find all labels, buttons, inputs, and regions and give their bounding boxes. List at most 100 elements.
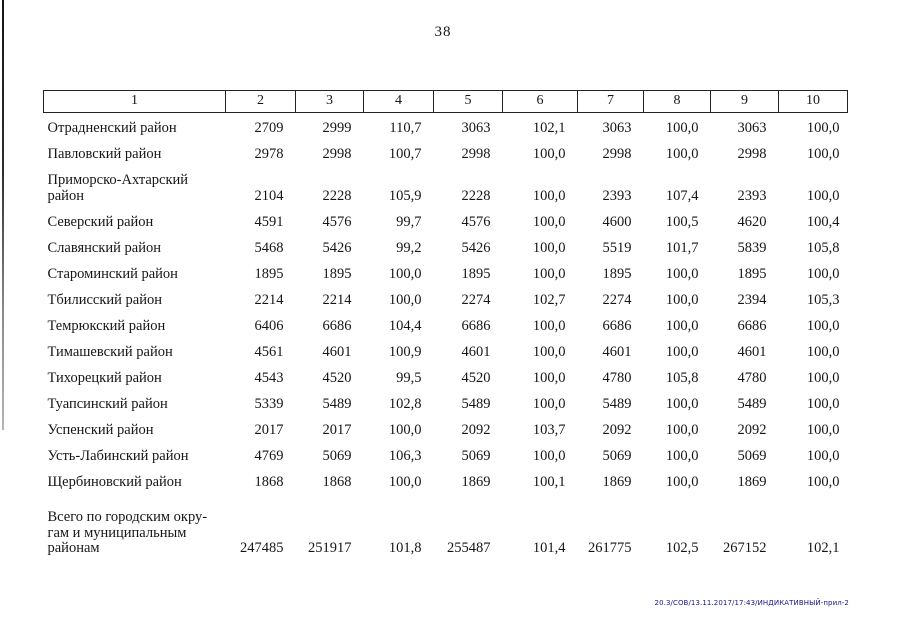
value-cell: 100,0 bbox=[665, 146, 699, 162]
value-cell: 100,0 bbox=[806, 422, 840, 438]
value-cell: 4620 bbox=[737, 214, 767, 230]
value-cell: 100,0 bbox=[665, 292, 699, 308]
value-cell: 2394 bbox=[737, 292, 767, 308]
value-cell: 3063 bbox=[461, 120, 491, 136]
value-cell: 2274 bbox=[602, 292, 632, 308]
value-cell: 5069 bbox=[737, 448, 767, 464]
value-cell: 100,0 bbox=[532, 188, 566, 204]
value-cell: 5426 bbox=[461, 240, 491, 256]
value-cell: 105,8 bbox=[665, 370, 699, 386]
value-cell: 1868 bbox=[322, 474, 352, 490]
value-cell: 100,0 bbox=[532, 266, 566, 282]
value-cell: 103,7 bbox=[532, 422, 566, 438]
value-cell: 100,0 bbox=[665, 344, 699, 360]
value-cell: 2092 bbox=[737, 422, 767, 438]
table-row: Туапсинский район 5339 5489 102,8 5489 100,0 5… bbox=[44, 392, 848, 418]
district-name: Тимашевский район bbox=[47, 344, 173, 360]
value-cell: 3063 bbox=[737, 120, 767, 136]
district-name: Павловский район bbox=[47, 146, 162, 162]
value-cell: 105,3 bbox=[806, 292, 840, 308]
value-cell: 4520 bbox=[461, 370, 491, 386]
district-name: Тбилисский район bbox=[47, 292, 163, 308]
column-header-2: 2 bbox=[225, 90, 296, 113]
table-row: Отрадненский район 2709 2999 110,7 3063 102,1… bbox=[44, 113, 848, 143]
value-cell: 100,0 bbox=[532, 146, 566, 162]
value-cell: 4591 bbox=[254, 214, 284, 230]
value-cell: 4601 bbox=[322, 344, 352, 360]
value-cell: 1895 bbox=[322, 266, 352, 282]
value-cell: 1869 bbox=[602, 474, 632, 490]
value-cell: 101,4 bbox=[532, 540, 566, 556]
value-cell: 1868 bbox=[254, 474, 284, 490]
value-cell: 101,7 bbox=[665, 240, 699, 256]
districts-table: 1 2 3 4 5 6 7 8 9 10 Отрадненский район 2709 2999 11… bbox=[43, 90, 848, 563]
value-cell: 100,5 bbox=[665, 214, 699, 230]
total-label: Всего по городским окру- гам и муниципал… bbox=[47, 509, 208, 556]
value-cell: 100,0 bbox=[806, 120, 840, 136]
column-header-7: 7 bbox=[577, 90, 644, 113]
value-cell: 100,0 bbox=[665, 396, 699, 412]
value-cell: 4576 bbox=[322, 214, 352, 230]
value-cell: 5069 bbox=[322, 448, 352, 464]
table-row: Успенский район 2017 2017 100,0 2092 103,7 209… bbox=[44, 418, 848, 444]
value-cell: 100,0 bbox=[806, 188, 840, 204]
value-cell: 4561 bbox=[254, 344, 284, 360]
value-cell: 102,7 bbox=[532, 292, 566, 308]
value-cell: 5069 bbox=[602, 448, 632, 464]
column-header-1: 1 bbox=[43, 90, 226, 113]
value-cell: 100,0 bbox=[665, 266, 699, 282]
value-cell: 5489 bbox=[322, 396, 352, 412]
value-cell: 2998 bbox=[737, 146, 767, 162]
value-cell: 100,0 bbox=[532, 344, 566, 360]
value-cell: 5339 bbox=[254, 396, 284, 412]
value-cell: 1869 bbox=[461, 474, 491, 490]
table-row: Павловский район 2978 2998 100,7 2998 100,0 29… bbox=[44, 142, 848, 168]
district-name: Щербиновский район bbox=[47, 474, 182, 490]
value-cell: 3063 bbox=[602, 120, 632, 136]
value-cell: 2998 bbox=[602, 146, 632, 162]
value-cell: 100,0 bbox=[806, 474, 840, 490]
table-row: Щербиновский район 1868 1868 100,0 1869 100,1… bbox=[44, 470, 848, 496]
value-cell: 2092 bbox=[602, 422, 632, 438]
table-row: Тбилисский район 2214 2214 100,0 2274 102,7 22… bbox=[44, 288, 848, 314]
value-cell: 102,5 bbox=[665, 540, 699, 556]
value-cell: 2104 bbox=[254, 188, 284, 204]
value-cell: 1895 bbox=[461, 266, 491, 282]
value-cell: 99,5 bbox=[396, 370, 422, 386]
value-cell: 100,0 bbox=[806, 318, 840, 334]
value-cell: 6686 bbox=[322, 318, 352, 334]
table-row: Северский район 4591 4576 99,7 4576 100,0 4600… bbox=[44, 210, 848, 236]
value-cell: 100,0 bbox=[388, 266, 422, 282]
district-name: Темрюкский район bbox=[47, 318, 166, 334]
value-cell: 107,4 bbox=[665, 188, 699, 204]
value-cell: 1895 bbox=[737, 266, 767, 282]
value-cell: 100,0 bbox=[665, 448, 699, 464]
value-cell: 5069 bbox=[461, 448, 491, 464]
value-cell: 4780 bbox=[602, 370, 632, 386]
value-cell: 102,1 bbox=[806, 540, 840, 556]
value-cell: 1895 bbox=[254, 266, 284, 282]
value-cell: 2214 bbox=[322, 292, 352, 308]
value-cell: 2017 bbox=[254, 422, 284, 438]
value-cell: 2393 bbox=[602, 188, 632, 204]
footer-stamp: 20.3/СОВ/13.11.2017/17:43/ИНДИКАТИВНЫЙ-п… bbox=[654, 599, 849, 607]
value-cell: 100,4 bbox=[806, 214, 840, 230]
value-cell: 100,0 bbox=[806, 370, 840, 386]
value-cell: 100,0 bbox=[806, 146, 840, 162]
page-number: 38 bbox=[434, 24, 452, 40]
column-header-8: 8 bbox=[643, 90, 711, 113]
value-cell: 2998 bbox=[322, 146, 352, 162]
value-cell: 5839 bbox=[737, 240, 767, 256]
table-row: Тимашевский район 4561 4601 100,9 4601 100,0 4… bbox=[44, 340, 848, 366]
value-cell: 2274 bbox=[461, 292, 491, 308]
value-cell: 4543 bbox=[254, 370, 284, 386]
value-cell: 100,0 bbox=[806, 448, 840, 464]
value-cell: 261775 bbox=[588, 540, 632, 556]
value-cell: 267152 bbox=[723, 540, 767, 556]
value-cell: 100,0 bbox=[532, 396, 566, 412]
district-name: Успенский район bbox=[47, 422, 154, 438]
value-cell: 6686 bbox=[737, 318, 767, 334]
value-cell: 4601 bbox=[461, 344, 491, 360]
value-cell: 100,0 bbox=[532, 318, 566, 334]
column-header-4: 4 bbox=[363, 90, 434, 113]
